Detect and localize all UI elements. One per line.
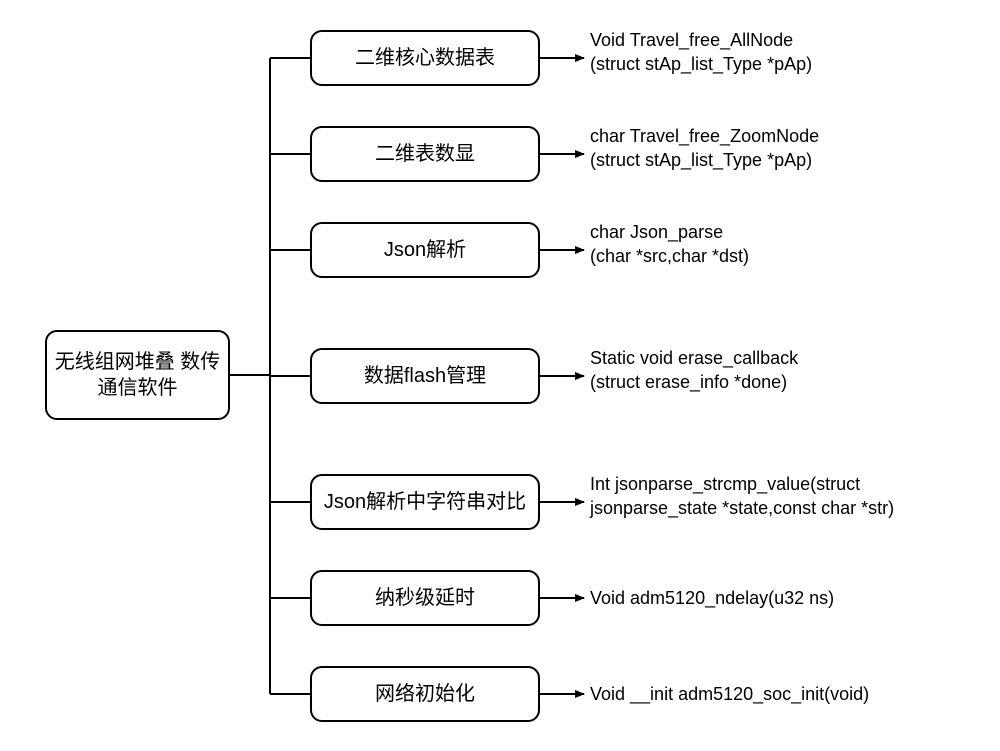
module-func-line: Void Travel_free_AllNode	[590, 28, 812, 52]
module-box-label: 数据flash管理	[364, 363, 486, 389]
module-func-line: Int jsonparse_strcmp_value(struct	[590, 472, 894, 496]
module-box-label: 网络初始化	[375, 681, 475, 707]
module-box-label: 纳秒级延时	[375, 585, 475, 611]
module-func-line: Void __init adm5120_soc_init(void)	[590, 682, 869, 706]
module-func-label-m0: Void Travel_free_AllNode(struct stAp_lis…	[590, 28, 812, 77]
module-box-label: Json解析	[384, 237, 466, 263]
module-func-line: (struct erase_info *done)	[590, 370, 798, 394]
module-box-m6: 网络初始化	[310, 666, 540, 722]
module-func-line: char Json_parse	[590, 220, 749, 244]
module-box-label: 二维表数显	[375, 141, 475, 167]
module-func-label-m3: Static void erase_callback(struct erase_…	[590, 346, 798, 395]
module-func-line: Void adm5120_ndelay(u32 ns)	[590, 586, 834, 610]
module-func-label-m6: Void __init adm5120_soc_init(void)	[590, 682, 869, 706]
module-func-line: (struct stAp_list_Type *pAp)	[590, 148, 819, 172]
module-box-m1: 二维表数显	[310, 126, 540, 182]
module-box-label: 二维核心数据表	[355, 45, 495, 71]
module-func-line: jsonparse_state *state,const char *str)	[590, 496, 894, 520]
root-node-text: 无线组网堆叠 数传通信软件	[53, 349, 222, 401]
module-func-line: Static void erase_callback	[590, 346, 798, 370]
module-box-m0: 二维核心数据表	[310, 30, 540, 86]
module-func-line: char Travel_free_ZoomNode	[590, 124, 819, 148]
module-func-label-m2: char Json_parse(char *src,char *dst)	[590, 220, 749, 269]
module-box-m3: 数据flash管理	[310, 348, 540, 404]
module-func-line: (struct stAp_list_Type *pAp)	[590, 52, 812, 76]
module-func-line: (char *src,char *dst)	[590, 244, 749, 268]
module-box-m2: Json解析	[310, 222, 540, 278]
module-func-label-m5: Void adm5120_ndelay(u32 ns)	[590, 586, 834, 610]
root-node: 无线组网堆叠 数传通信软件	[45, 330, 230, 420]
module-box-m4: Json解析中字符串对比	[310, 474, 540, 530]
module-box-label: Json解析中字符串对比	[324, 489, 526, 515]
module-func-label-m4: Int jsonparse_strcmp_value(structjsonpar…	[590, 472, 894, 521]
module-func-label-m1: char Travel_free_ZoomNode(struct stAp_li…	[590, 124, 819, 173]
module-box-m5: 纳秒级延时	[310, 570, 540, 626]
